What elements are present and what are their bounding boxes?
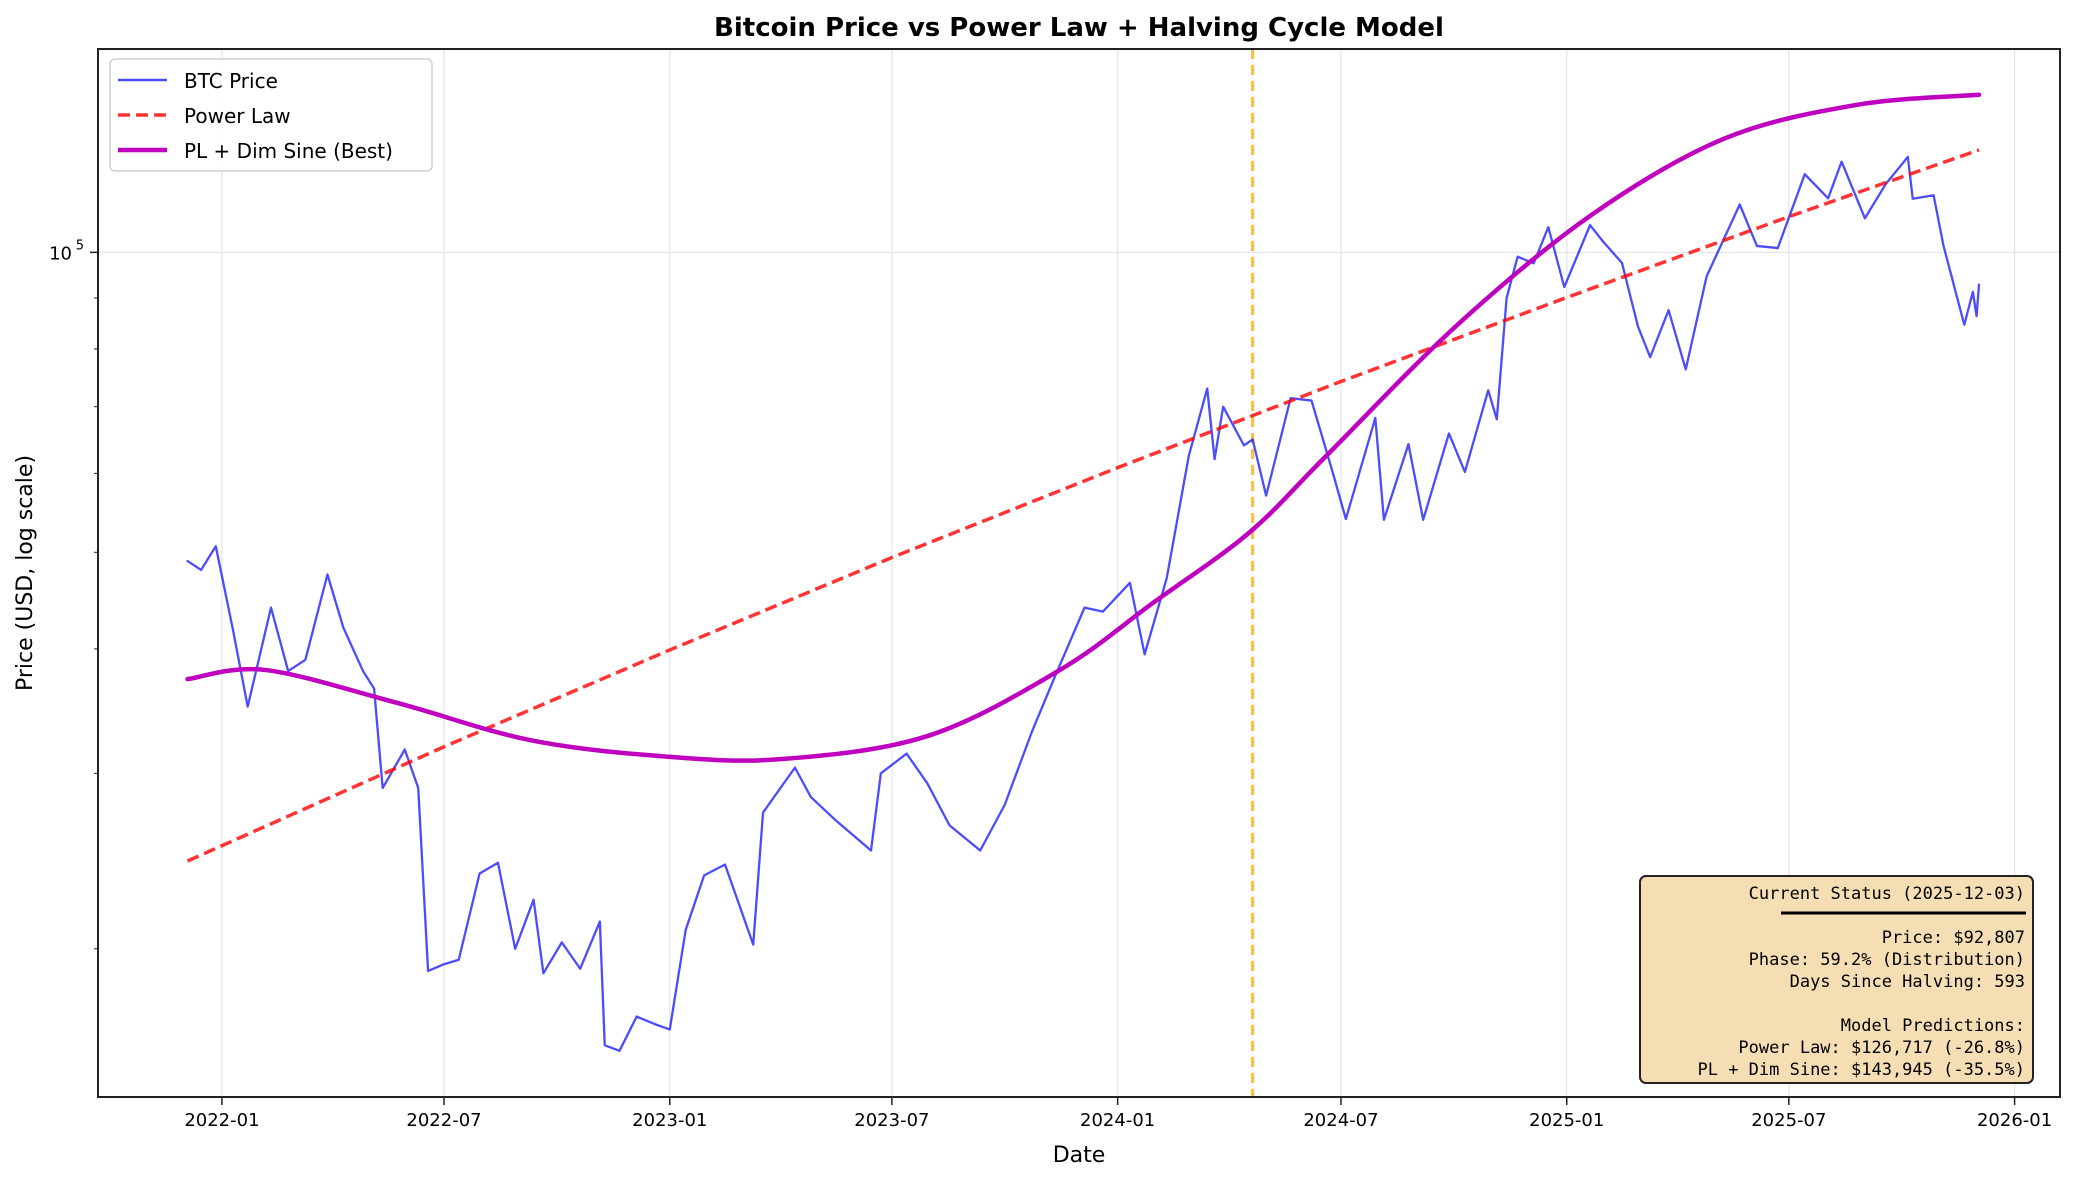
legend-label-pl-dim-sine: PL + Dim Sine (Best) bbox=[184, 139, 393, 163]
grid bbox=[98, 49, 2060, 1097]
x-tick-label: 2026-01 bbox=[1977, 1110, 2052, 1131]
x-tick-label: 2024-01 bbox=[1080, 1110, 1155, 1131]
y-tick-label-exponent: 5 bbox=[76, 238, 84, 253]
legend: BTC Price Power Law PL + Dim Sine (Best) bbox=[109, 58, 433, 172]
x-tick-label: 2025-07 bbox=[1751, 1110, 1826, 1131]
y-tick-label: 10 bbox=[49, 243, 72, 264]
x-tick-label: 2022-01 bbox=[184, 1110, 259, 1131]
series-lines bbox=[185, 92, 1982, 1052]
status-annotation: Current Status (2025-12-03) Price: $92,8… bbox=[1639, 875, 2034, 1084]
legend-label-power-law: Power Law bbox=[184, 104, 291, 128]
annotation-pl-dim-sine: PL + Dim Sine: $143,945 (-35.5%) bbox=[1697, 1060, 2025, 1080]
annotation-days-since-halving: Days Since Halving: 593 bbox=[1790, 972, 2025, 992]
x-tick-label: 2022-07 bbox=[406, 1110, 481, 1131]
x-tick-label: 2023-07 bbox=[854, 1110, 929, 1131]
btc-price-line bbox=[186, 155, 1981, 1052]
chart-title: Bitcoin Price vs Power Law + Halving Cyc… bbox=[714, 13, 1444, 43]
annotation-title: Current Status (2025-12-03) bbox=[1749, 884, 2025, 904]
annotation-model-predictions: Model Predictions: bbox=[1841, 1016, 2025, 1036]
x-tick-label: 2024-07 bbox=[1303, 1110, 1378, 1131]
annotation-price: Price: $92,807 bbox=[1882, 928, 2025, 948]
x-ticks: 2022-01 2022-07 2023-01 2023-07 2024-01 2024-… bbox=[184, 1097, 2052, 1131]
x-axis-label: Date bbox=[1053, 1143, 1106, 1168]
annotation-phase: Phase: 59.2% (Distribution) bbox=[1749, 950, 2025, 970]
y-ticks: 10 5 bbox=[49, 238, 98, 950]
annotation-power-law: Power Law: $126,717 (-26.8%) bbox=[1738, 1038, 2025, 1058]
power-law-line bbox=[186, 148, 1980, 863]
x-tick-label: 2025-01 bbox=[1529, 1110, 1604, 1131]
legend-label-btc-price: BTC Price bbox=[184, 69, 278, 93]
pl-dim-sine-line bbox=[185, 92, 1982, 763]
plot-frame bbox=[97, 48, 2061, 1098]
y-axis-label: Price (USD, log scale) bbox=[13, 455, 38, 691]
x-tick-label: 2023-01 bbox=[632, 1110, 707, 1131]
